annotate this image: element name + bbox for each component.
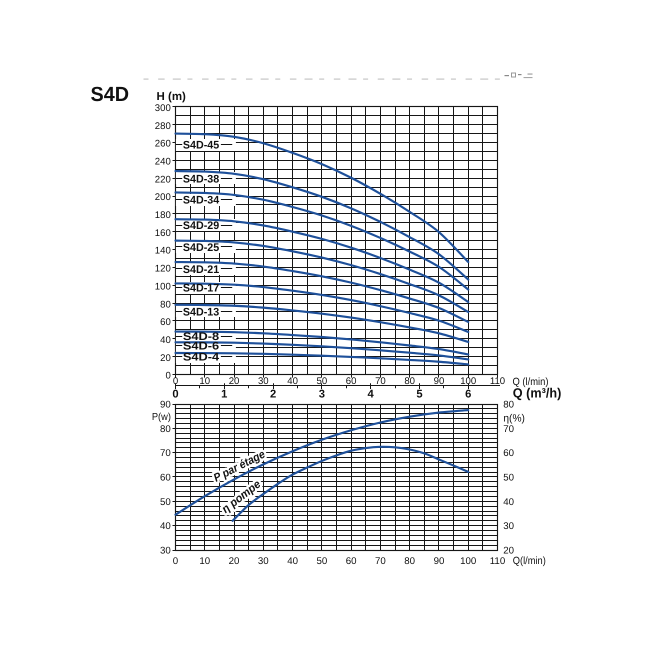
svg-text:220: 220 <box>155 174 171 185</box>
svg-text:30: 30 <box>258 556 269 567</box>
svg-text:S4D: S4D <box>91 83 130 106</box>
svg-text:40: 40 <box>160 521 171 532</box>
svg-text:20: 20 <box>160 353 171 364</box>
svg-text:S4D-38: S4D-38 <box>183 173 219 185</box>
svg-text:H (m): H (m) <box>157 91 187 103</box>
svg-text:S4D-21: S4D-21 <box>183 264 219 276</box>
svg-text:200: 200 <box>155 192 171 203</box>
svg-text:50: 50 <box>503 473 514 484</box>
svg-text:60: 60 <box>160 317 171 328</box>
svg-text:110: 110 <box>490 376 505 387</box>
svg-text:30: 30 <box>503 521 514 532</box>
svg-text:60: 60 <box>503 448 514 459</box>
svg-text:50: 50 <box>160 497 171 508</box>
svg-text:4: 4 <box>368 389 375 401</box>
svg-text:2: 2 <box>270 389 276 401</box>
svg-text:S4D-6: S4D-6 <box>183 341 219 353</box>
svg-text:S4D-34: S4D-34 <box>183 195 220 207</box>
svg-text:30: 30 <box>160 546 171 557</box>
svg-text:η(%): η(%) <box>503 413 525 425</box>
svg-text:80: 80 <box>160 299 171 310</box>
svg-text:20: 20 <box>229 556 240 567</box>
svg-text:140: 140 <box>155 246 171 257</box>
svg-text:70: 70 <box>375 376 386 387</box>
svg-text:S4D-17: S4D-17 <box>183 283 219 295</box>
svg-text:240: 240 <box>155 157 171 168</box>
svg-text:60: 60 <box>160 473 171 484</box>
svg-text:Q(l/min): Q(l/min) <box>513 555 546 567</box>
svg-text:10: 10 <box>199 556 210 567</box>
svg-text:260: 260 <box>155 139 171 150</box>
svg-text:3: 3 <box>319 389 325 401</box>
svg-text:10: 10 <box>199 376 210 387</box>
svg-text:S4D-8: S4D-8 <box>183 331 219 343</box>
svg-text:20: 20 <box>503 546 514 557</box>
svg-text:Q (m³/h): Q (m³/h) <box>513 386 562 401</box>
svg-text:40: 40 <box>160 335 171 346</box>
svg-text:S4D-13: S4D-13 <box>183 306 219 318</box>
svg-text:90: 90 <box>434 556 445 567</box>
svg-text:90: 90 <box>434 376 445 387</box>
svg-text:30: 30 <box>258 376 269 387</box>
svg-text:Q (l/min): Q (l/min) <box>513 376 549 388</box>
svg-text:100: 100 <box>460 376 476 387</box>
svg-text:100: 100 <box>460 556 477 567</box>
svg-text:70: 70 <box>503 424 514 435</box>
svg-text:0: 0 <box>165 371 170 382</box>
svg-text:50: 50 <box>317 376 328 387</box>
svg-text:90: 90 <box>160 400 171 411</box>
svg-text:5: 5 <box>416 389 422 401</box>
svg-text:110: 110 <box>490 556 506 567</box>
svg-text:120: 120 <box>155 264 171 275</box>
svg-text:80: 80 <box>404 376 415 387</box>
svg-text:0: 0 <box>173 556 179 567</box>
svg-text:300: 300 <box>155 103 171 114</box>
svg-text:50: 50 <box>316 556 327 567</box>
svg-text:1: 1 <box>221 389 227 401</box>
svg-text:80: 80 <box>160 424 171 435</box>
svg-text:70: 70 <box>160 448 171 459</box>
svg-text:280: 280 <box>155 121 171 132</box>
svg-text:20: 20 <box>229 376 240 387</box>
svg-text:S4D-25: S4D-25 <box>183 242 219 254</box>
svg-text:P(w): P(w) <box>152 412 171 423</box>
svg-text:40: 40 <box>287 556 298 567</box>
svg-text:40: 40 <box>503 497 514 508</box>
svg-text:100: 100 <box>155 281 171 292</box>
svg-text:180: 180 <box>155 210 171 221</box>
svg-text:80: 80 <box>503 400 514 411</box>
svg-text:S4D-29: S4D-29 <box>183 220 219 232</box>
svg-text:70: 70 <box>375 556 386 567</box>
svg-text:160: 160 <box>155 228 171 239</box>
svg-text:60: 60 <box>346 376 357 387</box>
svg-text:60: 60 <box>346 556 357 567</box>
svg-text:6: 6 <box>465 389 471 401</box>
svg-text:S4D-4: S4D-4 <box>183 352 220 364</box>
svg-text:S4D-45: S4D-45 <box>183 140 219 152</box>
svg-text:0: 0 <box>173 376 178 387</box>
svg-text:40: 40 <box>287 376 298 387</box>
svg-text:80: 80 <box>404 556 415 567</box>
svg-text:0: 0 <box>172 389 178 401</box>
